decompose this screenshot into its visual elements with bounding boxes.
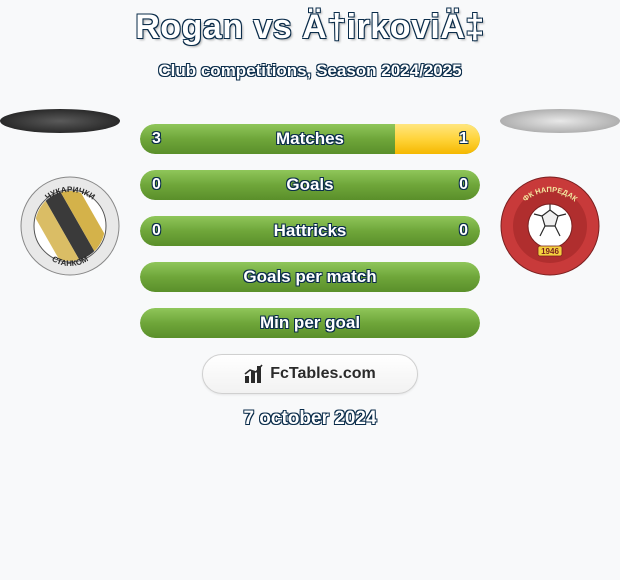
stat-label: Hattricks <box>140 216 480 246</box>
generation-date: 7 october 2024 <box>0 408 620 430</box>
stat-value-right: 1 <box>459 124 468 154</box>
stat-value-left: 0 <box>152 170 161 200</box>
stat-label: Goals per match <box>140 262 480 292</box>
stat-row: 0 0Goals <box>140 170 480 200</box>
bar-chart-icon <box>244 364 266 384</box>
stat-row: Min per goal <box>140 308 480 338</box>
stat-row: 0 0Hattricks <box>140 216 480 246</box>
left-player-platform <box>0 109 120 133</box>
stat-label: Min per goal <box>140 308 480 338</box>
stat-row: 3 1Matches <box>140 124 480 154</box>
brand-text: FcTables.com <box>270 365 376 383</box>
right-badge-year: 1946 <box>541 247 559 256</box>
stat-value-right: 0 <box>459 170 468 200</box>
comparison-title: Rogan vs Ä†irkoviÄ‡ <box>0 8 620 47</box>
right-player-platform <box>500 109 620 133</box>
stats-container: 31Matches00Goals00HattricksGoals per mat… <box>140 124 480 354</box>
brand-pill[interactable]: FcTables.com <box>202 354 418 394</box>
stat-row: Goals per match <box>140 262 480 292</box>
right-club-badge: 1946 ФК НАПРЕДАК <box>500 176 600 276</box>
left-club-badge: ЧУКАРИЧКИ СТАНКОМ <box>20 176 120 276</box>
stat-value-left: 0 <box>152 216 161 246</box>
comparison-subtitle: Club competitions, Season 2024/2025 <box>0 61 620 81</box>
stat-value-right: 0 <box>459 216 468 246</box>
stat-label: Goals <box>140 170 480 200</box>
stat-value-left: 3 <box>152 124 161 154</box>
stat-label: Matches <box>140 124 480 154</box>
